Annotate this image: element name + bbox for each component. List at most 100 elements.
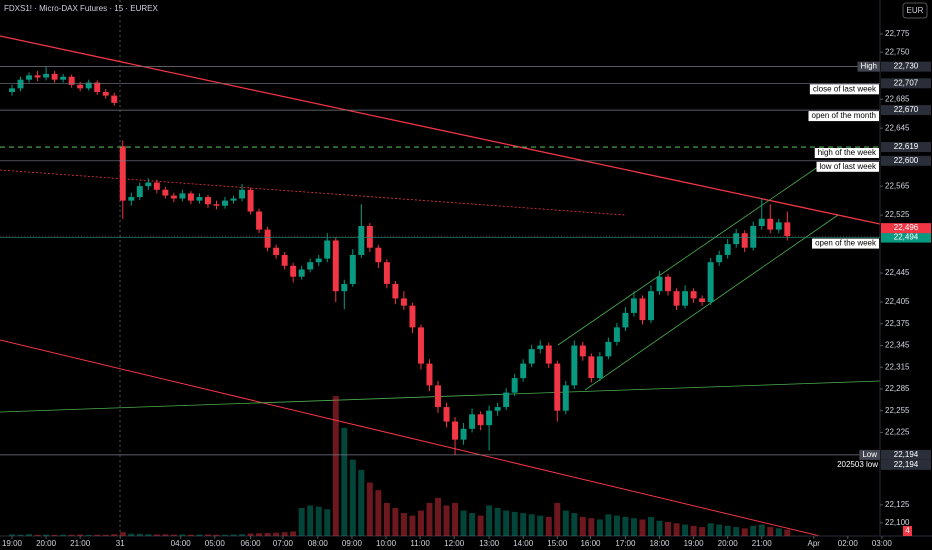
badge-label: 4 <box>905 526 910 535</box>
volume-bar <box>264 532 271 536</box>
candle-body <box>341 283 348 292</box>
x-tick-label: 11:00 <box>410 539 430 548</box>
candle-body <box>775 222 782 230</box>
y-tick-label: 22,255 <box>885 406 910 415</box>
volume-bar <box>213 534 220 536</box>
candle-body <box>417 327 424 364</box>
x-tick-label: 14:00 <box>513 539 534 548</box>
candle-body <box>77 84 84 89</box>
volume-bar <box>775 528 782 536</box>
volume-bar <box>332 396 339 536</box>
current-price-box <box>881 223 931 234</box>
volume-bar <box>94 534 101 536</box>
chart-title: FDXS1! · Micro-DAX Futures · 15 · EUREX <box>4 4 158 13</box>
candle-body <box>400 298 407 306</box>
level-tag: High <box>861 62 877 71</box>
candle-body <box>128 197 135 201</box>
candle-body <box>579 345 586 357</box>
x-tick-label: 10:00 <box>376 539 397 548</box>
volume-bar <box>758 524 765 536</box>
candle-body <box>162 189 169 196</box>
level-price: 22,194 <box>894 450 919 459</box>
volume-bar <box>417 510 424 536</box>
y-tick-label: 22,375 <box>885 319 910 328</box>
x-tick-label: 07:00 <box>273 539 294 548</box>
volume-bar <box>375 490 382 536</box>
y-tick-label: 22,750 <box>885 47 910 56</box>
trend-line <box>0 339 821 537</box>
volume-bar <box>724 525 731 536</box>
candle-body <box>613 327 620 342</box>
volume-bar <box>204 534 211 536</box>
candle-body <box>366 225 373 248</box>
x-tick-label: 21:00 <box>70 539 91 548</box>
candle-body <box>622 312 629 328</box>
y-tick-label: 22,775 <box>885 29 910 38</box>
x-tick-label: 18:00 <box>649 539 670 548</box>
candle-body <box>639 298 646 321</box>
currency-label[interactable]: EUR <box>907 6 924 15</box>
y-tick-label: 22,645 <box>885 123 910 132</box>
volume-bar <box>341 427 348 536</box>
candle-body <box>741 233 748 248</box>
candle-body <box>571 345 578 386</box>
candle-body <box>528 349 535 364</box>
candle-body <box>673 291 680 306</box>
volume-bar <box>613 515 620 536</box>
volume-bar <box>43 534 50 536</box>
volume-bar <box>392 508 399 536</box>
volume-bar <box>537 515 544 536</box>
candle-body <box>111 95 118 103</box>
volume-bar <box>85 534 92 536</box>
x-tick-label: 06:00 <box>241 539 262 548</box>
x-tick-label: 17:00 <box>615 539 636 548</box>
candle-body <box>409 305 416 328</box>
candle-body <box>119 146 126 201</box>
volume-bar <box>767 527 774 536</box>
volume-bar <box>452 502 459 536</box>
level-name-box <box>809 84 879 95</box>
candle-body <box>307 262 314 270</box>
candle-body <box>196 197 203 201</box>
level-name: open of the month <box>812 111 877 120</box>
volume-bar <box>528 514 535 536</box>
period-low-price: 22,194 <box>894 460 919 469</box>
drawings <box>0 0 881 537</box>
candle-body <box>605 341 612 357</box>
level-price-box <box>881 232 931 243</box>
volume-bar <box>17 534 24 536</box>
candle-body <box>264 229 271 248</box>
currency-button[interactable] <box>902 2 928 19</box>
volume-bar <box>435 497 441 536</box>
y-tick-label: 22,445 <box>885 268 910 277</box>
volume-bar <box>460 510 467 536</box>
candle-body <box>469 414 476 429</box>
volume-bar <box>273 532 280 536</box>
volume-bar <box>596 519 603 536</box>
y-tick-label: 22,405 <box>885 297 910 306</box>
volume-bar <box>750 525 757 536</box>
candle-body <box>690 291 697 299</box>
candle-body <box>170 195 177 199</box>
candle-body <box>43 73 50 78</box>
volume-bar <box>349 459 356 536</box>
level-price-box <box>881 105 931 116</box>
volume-bar <box>554 502 561 536</box>
candle-body <box>145 182 152 187</box>
level-name: close of last week <box>813 84 877 93</box>
level-name-box <box>812 238 879 249</box>
volume-bar <box>699 527 706 536</box>
candle-body <box>699 298 706 303</box>
volume-bar <box>383 502 390 536</box>
candle-body <box>656 276 663 292</box>
candle-body <box>426 363 433 386</box>
volume-bar <box>68 534 75 536</box>
level-name-box <box>816 161 879 172</box>
volume-bar <box>239 534 246 536</box>
channel-line <box>557 161 826 346</box>
candle-body <box>545 345 552 364</box>
volume-bar <box>545 516 552 536</box>
volume-bar <box>222 534 228 536</box>
candle-body <box>358 225 365 255</box>
